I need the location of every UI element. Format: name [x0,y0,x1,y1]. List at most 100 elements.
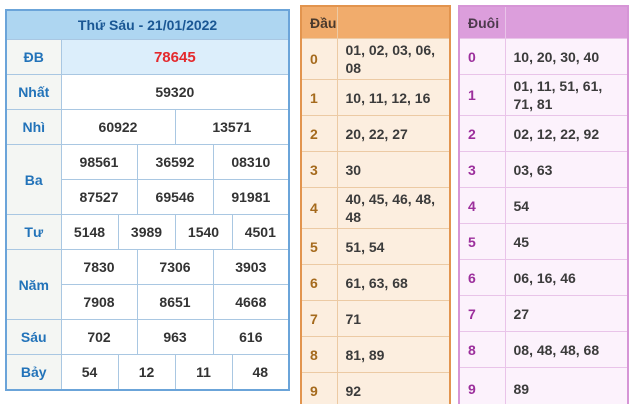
prize-tu-label: Tư [5,214,62,250]
dau-digit: 1 [300,79,338,116]
duoi-row-9: 9 89 [458,367,629,404]
duoi-values: 89 [504,367,629,404]
prize-row-ba-2: 87527 69546 91981 [6,179,290,215]
prize-nam-value: 7306 [136,249,214,285]
dau-digit: 6 [300,264,338,301]
prize-row-bay: Bảy 54 12 11 48 [5,354,290,391]
duoi-header-row: Đuôi [458,5,629,39]
prize-nhi-value: 60922 [60,109,176,145]
prize-nhi-label: Nhì [5,109,62,145]
duoi-row-0: 0 10, 20, 30, 40 [458,38,629,75]
prize-tu-value: 4501 [231,214,290,250]
prize-ba-value: 91981 [212,179,290,215]
dau-row-4: 4 40, 45, 46, 48, 48 [300,187,451,229]
dau-values: 61, 63, 68 [336,264,451,301]
duoi-values: 10, 20, 30, 40 [504,38,629,75]
dau-row-7: 7 71 [300,300,451,337]
prize-sau-value: 702 [60,319,138,355]
dau-values: 81, 89 [336,336,451,373]
duoi-digit: 7 [458,295,506,332]
prize-ba-value: 69546 [136,179,214,215]
prize-row-sau: Sáu 702 963 616 [5,319,290,355]
duoi-header-label: Đuôi [458,5,506,39]
duoi-header-spacer-cell [504,5,629,39]
prize-nhat-value: 59320 [60,74,290,110]
duoi-digit: 8 [458,331,506,368]
dau-row-8: 8 81, 89 [300,336,451,373]
dau-row-5: 5 51, 54 [300,228,451,265]
dau-digit: 2 [300,115,338,152]
prize-bay-value: 11 [174,354,233,391]
dau-row-0: 0 01, 02, 03, 06, 08 [300,38,451,80]
results-date-title: Thứ Sáu - 21/01/2022 [5,9,290,40]
prize-sau-value: 616 [212,319,290,355]
prize-nam-value: 4668 [212,284,290,320]
duoi-digit: 3 [458,151,506,188]
dau-header-spacer-cell [336,5,451,39]
prize-row-nam-1: Năm 7830 7306 3903 [5,249,290,320]
prize-ba-value: 98561 [60,144,138,180]
prize-row-nhi: Nhì 60922 13571 [5,109,290,145]
prize-nam-value: 8651 [136,284,214,320]
duoi-row-5: 5 45 [458,223,629,260]
dau-values: 51, 54 [336,228,451,265]
prize-nhat-label: Nhất [5,74,62,110]
prize-bay-value: 48 [231,354,290,391]
duoi-values: 08, 48, 48, 68 [504,331,629,368]
dau-values: 71 [336,300,451,337]
duoi-digit: 6 [458,259,506,296]
dau-values: 30 [336,151,451,188]
prize-nam-value: 7908 [60,284,138,320]
duoi-digit: 0 [458,38,506,75]
dau-row-3: 3 30 [300,151,451,188]
duoi-row-4: 4 54 [458,187,629,224]
duoi-digit: 5 [458,223,506,260]
prize-nhi-value: 13571 [174,109,290,145]
dau-digit: 4 [300,187,338,229]
prize-nam-label: Năm [5,249,62,320]
dau-digit: 3 [300,151,338,188]
prize-nam-value: 3903 [212,249,290,285]
dau-header-row: Đầu [300,5,451,39]
dau-values: 20, 22, 27 [336,115,451,152]
dau-digit: 0 [300,38,338,80]
prize-row-nhat: Nhất 59320 [5,74,290,110]
prize-row-nam-2: 7908 8651 4668 [6,284,290,320]
prize-ba-value: 36592 [136,144,214,180]
prize-bay-value: 12 [117,354,176,391]
duoi-row-1: 1 01, 11, 51, 61, 71, 81 [458,74,629,116]
dau-row-1: 1 10, 11, 12, 16 [300,79,451,116]
duoi-row-2: 2 02, 12, 22, 92 [458,115,629,152]
prize-row-tu: Tư 5148 3989 1540 4501 [5,214,290,250]
dau-digit: 9 [300,372,338,404]
duoi-digit: 9 [458,367,506,404]
prize-sau-label: Sáu [5,319,62,355]
duoi-digit: 1 [458,74,506,116]
dau-digit: 7 [300,300,338,337]
dau-row-6: 6 61, 63, 68 [300,264,451,301]
dau-digit: 5 [300,228,338,265]
results-header-row: Thứ Sáu - 21/01/2022 [5,9,290,40]
duoi-digit: 4 [458,187,506,224]
dau-row-2: 2 20, 22, 27 [300,115,451,152]
dau-values: 01, 02, 03, 06, 08 [336,38,451,80]
dau-values: 40, 45, 46, 48, 48 [336,187,451,229]
duoi-values: 01, 11, 51, 61, 71, 81 [504,74,629,116]
results-table: Thứ Sáu - 21/01/2022 ĐB 78645 Nhất 59320… [5,9,291,391]
dau-row-9: 9 92 [300,372,451,404]
prize-tu-value: 1540 [174,214,233,250]
duoi-digit: 2 [458,115,506,152]
prize-ba-value: 87527 [60,179,138,215]
prize-tu-value: 5148 [60,214,119,250]
prize-sau-value: 963 [136,319,214,355]
duoi-table: Đuôi 0 10, 20, 30, 40 1 01, 11, 51, 61, … [458,5,629,404]
prize-bay-value: 54 [60,354,119,391]
duoi-values: 54 [504,187,629,224]
duoi-row-7: 7 27 [458,295,629,332]
duoi-row-8: 8 08, 48, 48, 68 [458,331,629,368]
prize-ba-value: 08310 [212,144,290,180]
dau-values: 10, 11, 12, 16 [336,79,451,116]
prize-bay-label: Bảy [5,354,62,391]
duoi-values: 03, 63 [504,151,629,188]
